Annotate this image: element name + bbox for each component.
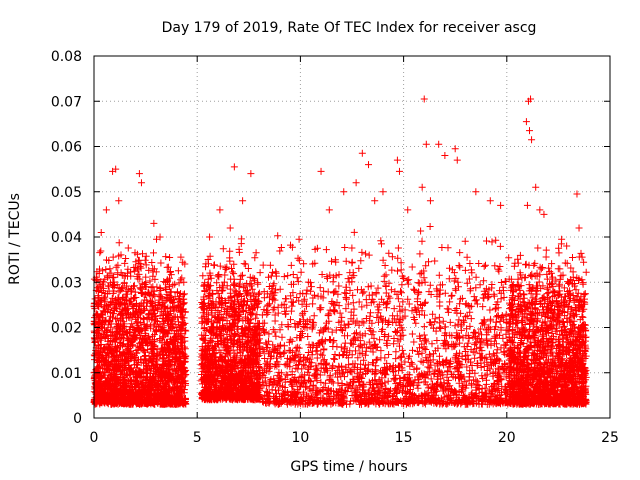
- outlier-point: [453, 156, 461, 164]
- chart-title: Day 179 of 2019, Rate Of TEC Index for r…: [162, 20, 537, 36]
- x-tick-label: 25: [601, 430, 619, 446]
- outlier-point: [527, 95, 535, 103]
- outlier-point: [340, 188, 348, 196]
- grid-lines: [94, 56, 610, 418]
- x-axis-label: GPS time / hours: [290, 459, 407, 475]
- outlier-point: [451, 145, 459, 153]
- x-tick-label: 0: [90, 430, 99, 446]
- y-tick-label: 0.03: [51, 275, 82, 291]
- outlier-point: [150, 219, 158, 227]
- outlier-point: [216, 206, 224, 214]
- x-tick-label: 20: [498, 430, 516, 446]
- axis-ticks: [93, 55, 611, 419]
- outlier-point: [497, 201, 505, 209]
- outlier-point: [441, 152, 449, 160]
- outlier-point: [404, 206, 412, 214]
- outlier-point: [573, 190, 581, 198]
- outlier-point: [325, 206, 333, 214]
- outlier-point: [206, 233, 214, 241]
- y-tick-label: 0.07: [51, 94, 82, 110]
- x-tick-label: 10: [291, 430, 309, 446]
- outlier-point: [352, 179, 360, 187]
- data-points: [90, 95, 590, 408]
- outlier-point: [239, 197, 247, 205]
- outlier-point: [422, 140, 430, 148]
- outlier-point: [523, 201, 531, 209]
- outlier-point: [226, 224, 234, 232]
- x-tick-label: 5: [193, 430, 202, 446]
- outlier-point: [472, 188, 480, 196]
- outlier-point: [247, 170, 255, 178]
- outlier-point: [156, 233, 164, 241]
- outlier-point: [522, 118, 530, 126]
- outlier-point: [365, 161, 373, 169]
- y-tick-label: 0.04: [51, 230, 82, 246]
- outlier-point: [137, 179, 145, 187]
- outlier-point: [102, 206, 110, 214]
- outlier-point: [526, 127, 534, 135]
- y-tick-label: 0.06: [51, 140, 82, 156]
- outlier-point: [317, 167, 325, 175]
- outlier-point: [528, 136, 536, 144]
- y-tick-label: 0.08: [51, 49, 82, 65]
- y-axis-label: ROTI / TECUs: [7, 193, 23, 285]
- y-tick-label: 0.01: [51, 366, 82, 382]
- outlier-point: [563, 242, 571, 250]
- outlier-point: [418, 183, 426, 191]
- y-tick-label: 0.05: [51, 185, 82, 201]
- y-tick-label: 0.02: [51, 321, 82, 337]
- outlier-point: [379, 188, 387, 196]
- outlier-point: [371, 197, 379, 205]
- y-tick-label: 0: [73, 411, 82, 427]
- outlier-point: [420, 95, 428, 103]
- outlier-point: [395, 167, 403, 175]
- outlier-point: [540, 210, 548, 218]
- outlier-point: [435, 140, 443, 148]
- outlier-point: [426, 197, 434, 205]
- outlier-point: [536, 206, 544, 214]
- outlier-point: [135, 170, 143, 178]
- outlier-point: [97, 228, 105, 236]
- y-tick-labels: 0 0.01 0.02 0.03 0.04 0.05 0.06 0.07 0.08: [51, 49, 82, 427]
- x-tick-label: 15: [395, 430, 413, 446]
- point-cloud: [90, 223, 590, 408]
- outlier-point: [358, 149, 366, 157]
- x-tick-labels: 0 5 10 15 20 25: [90, 430, 619, 446]
- outlier-point: [532, 183, 540, 191]
- outlier-point: [393, 156, 401, 164]
- outlier-point: [230, 163, 238, 171]
- outlier-point: [575, 224, 583, 232]
- outlier-point: [112, 165, 120, 173]
- outlier-point: [486, 197, 494, 205]
- outlier-point: [115, 197, 123, 205]
